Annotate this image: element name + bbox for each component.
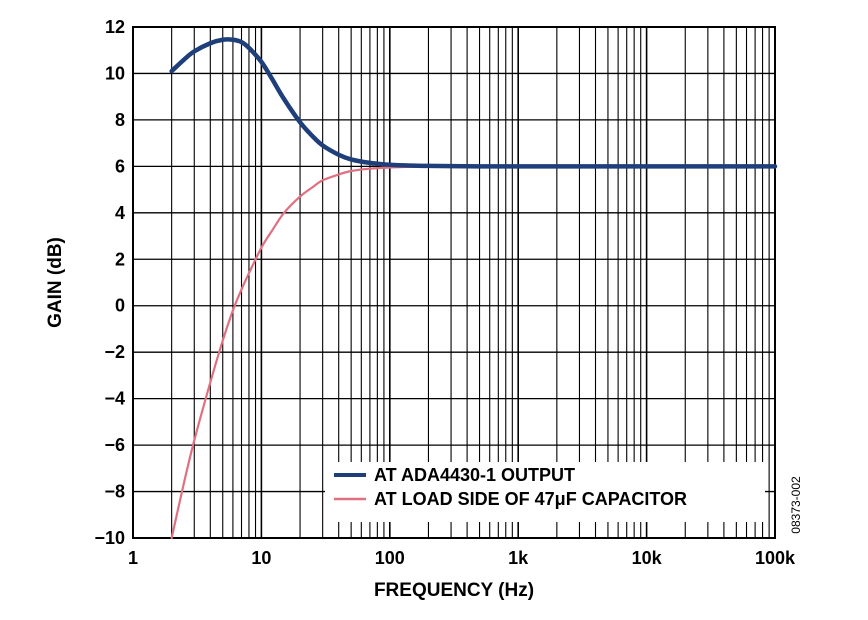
figure-id: 08373-002 — [789, 476, 803, 534]
y-tick-label: 2 — [115, 249, 125, 269]
y-tick-label: 12 — [105, 17, 125, 37]
y-tick-label: −6 — [104, 435, 125, 455]
legend-label-capacitor: AT LOAD SIDE OF 47μF CAPACITOR — [374, 489, 687, 509]
series-line-output — [169, 37, 778, 169]
x-tick-label: 1 — [128, 548, 138, 568]
x-tick-label: 10k — [632, 548, 663, 568]
legend-label-output: AT ADA4430-1 OUTPUT — [374, 465, 575, 485]
y-tick-label: 4 — [115, 203, 125, 223]
y-tick-label: 10 — [105, 63, 125, 83]
plot-frame — [132, 26, 776, 539]
y-tick-label: −2 — [104, 342, 125, 362]
y-tick-label: −8 — [104, 482, 125, 502]
x-tick-label: 100 — [375, 548, 405, 568]
x-tick-label: 1k — [508, 548, 529, 568]
x-tick-label: 10 — [251, 548, 271, 568]
y-tick-label: −10 — [94, 528, 125, 548]
y-tick-label: 8 — [115, 110, 125, 130]
legend: AT ADA4430-1 OUTPUT AT LOAD SIDE OF 47μF… — [325, 462, 765, 522]
y-tick-label: −4 — [104, 389, 125, 409]
grid-lines — [133, 27, 775, 538]
x-axis-title: FREQUENCY (Hz) — [374, 580, 534, 601]
series-layer — [169, 37, 778, 540]
y-axis-title: GAIN (dB) — [45, 237, 66, 328]
y-tick-label: 6 — [115, 156, 125, 176]
tick-labels: 1 10 100 1k 10k 100k −10 −8 −6 −4 −2 0 2 4 6 8 10 12 — [94, 17, 796, 568]
x-tick-label: 100k — [755, 548, 796, 568]
legend-box — [325, 462, 765, 522]
y-tick-label: 0 — [115, 296, 125, 316]
